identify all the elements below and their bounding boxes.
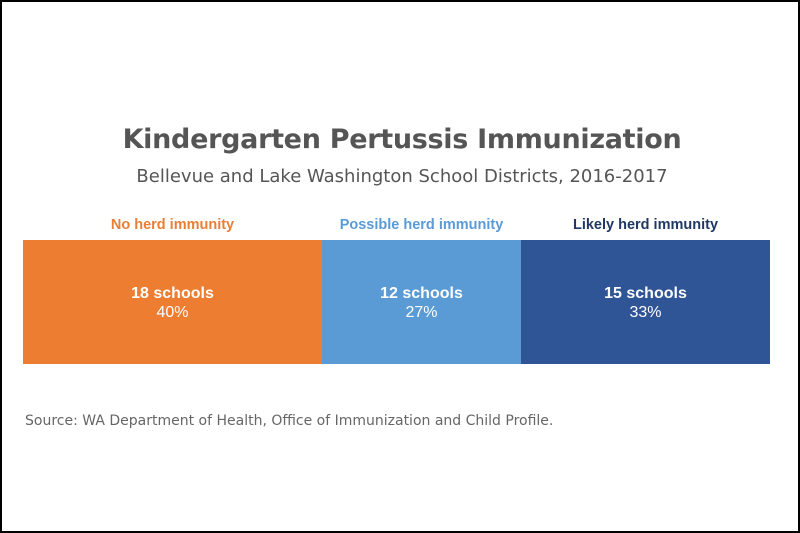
count-label: 12 schools: [380, 285, 463, 302]
percent-label: 27%: [405, 304, 438, 321]
bar-segment: 15 schools 33%: [521, 240, 770, 364]
category-label: Likely herd immunity: [572, 217, 719, 233]
source-note: Source: WA Department of Health, Office …: [25, 413, 554, 429]
chart-subtitle: Bellevue and Lake Washington School Dist…: [136, 166, 668, 187]
bar-segment: 12 schools 27%: [322, 240, 521, 364]
segment-labels: 12 schools 27%: [322, 284, 521, 322]
category-label: Possible herd immunity: [339, 217, 504, 233]
percent-label: 40%: [156, 304, 189, 321]
bar-segment: 18 schools 40%: [23, 240, 322, 364]
count-label: 15 schools: [604, 285, 687, 302]
segment-labels: 15 schools 33%: [521, 284, 770, 322]
chart-title: Kindergarten Pertussis Immunization: [122, 124, 682, 155]
count-label: 18 schools: [131, 285, 214, 302]
segment-labels: 18 schools 40%: [23, 284, 322, 322]
percent-label: 33%: [629, 304, 662, 321]
category-label: No herd immunity: [110, 217, 235, 233]
